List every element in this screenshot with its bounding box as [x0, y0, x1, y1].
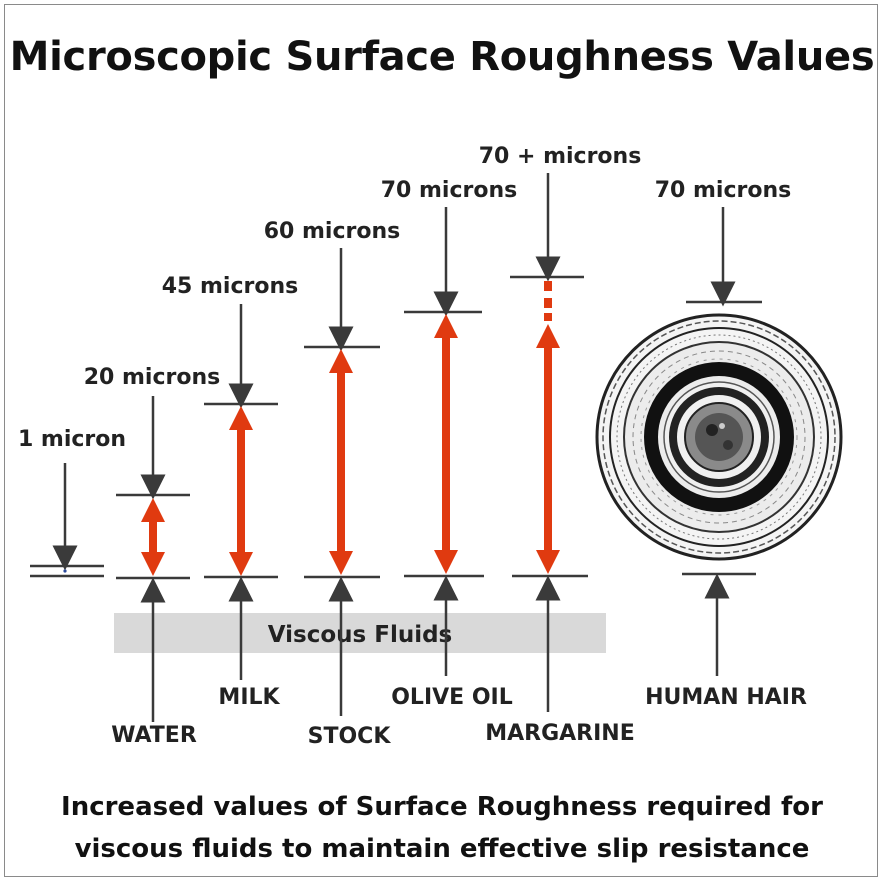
item-stock: 60 microns STOCK	[264, 219, 401, 749]
value-label-water: 20 microns	[84, 365, 221, 390]
value-label-margarine: 70 + microns	[479, 144, 642, 169]
value-label-1: 1 micron	[18, 427, 126, 452]
value-label-human-hair: 70 microns	[655, 178, 792, 203]
item-margarine: 70 + microns MARGARINE	[479, 144, 642, 746]
name-label-human-hair: HUMAN HAIR	[645, 685, 807, 710]
viscous-fluids-label: Viscous Fluids	[268, 622, 452, 648]
caption: Increased values of Surface Roughness re…	[0, 786, 884, 870]
item-human-hair: 70 microns HUMAN HAIR	[595, 178, 843, 710]
roughness-arrow-water	[141, 498, 165, 576]
item-milk: 45 microns MILK	[162, 274, 299, 710]
roughness-arrow-stock	[329, 349, 353, 575]
caption-line-2: viscous fluids to maintain effective sli…	[74, 834, 810, 864]
hair-cross-section-icon	[595, 313, 843, 561]
name-label-water: WATER	[111, 723, 197, 748]
roughness-arrow-margarine	[536, 281, 560, 574]
roughness-arrow-milk	[229, 406, 253, 576]
caption-line-1: Increased values of Surface Roughness re…	[61, 792, 823, 822]
roughness-arrow-olive-oil	[434, 314, 458, 574]
value-label-milk: 45 microns	[162, 274, 299, 299]
item-water: 20 microns WATER	[84, 365, 221, 748]
name-label-margarine: MARGARINE	[485, 721, 635, 746]
diagram-frame	[4, 4, 878, 877]
name-label-milk: MILK	[218, 685, 280, 710]
item-1-micron: 1 micron	[18, 427, 126, 578]
micron-dot	[63, 569, 67, 573]
page-title: Microscopic Surface Roughness Values	[9, 34, 875, 80]
value-label-olive-oil: 70 microns	[381, 178, 518, 203]
name-label-stock: STOCK	[308, 724, 392, 749]
value-label-stock: 60 microns	[264, 219, 401, 244]
viscous-fluids-band	[114, 613, 606, 653]
name-label-olive-oil: OLIVE OIL	[391, 685, 513, 710]
item-olive-oil: 70 microns OLIVE OIL	[381, 178, 518, 710]
